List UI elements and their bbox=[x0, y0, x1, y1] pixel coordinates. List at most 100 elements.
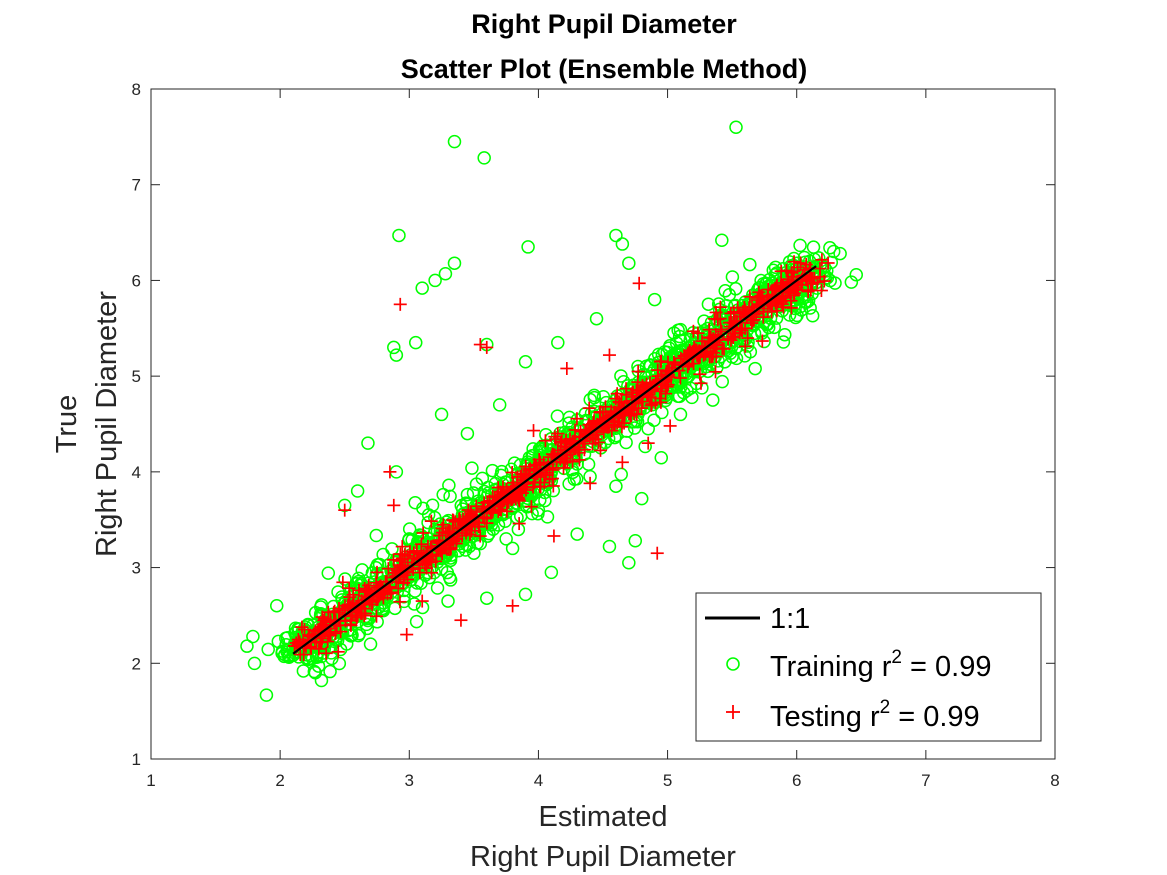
training-point bbox=[421, 515, 435, 530]
testing-point bbox=[369, 609, 383, 623]
testing-point bbox=[609, 392, 623, 406]
x-tick-label: 1 bbox=[146, 771, 155, 790]
testing-point bbox=[297, 648, 311, 662]
training-point bbox=[332, 656, 347, 671]
training-point bbox=[361, 436, 375, 450]
training-point bbox=[333, 642, 348, 657]
training-point bbox=[647, 292, 662, 307]
training-point bbox=[443, 489, 457, 504]
testing-point bbox=[387, 553, 401, 567]
testing-point bbox=[342, 581, 356, 595]
testing-point bbox=[582, 401, 596, 415]
training-point bbox=[718, 284, 732, 298]
testing-point bbox=[289, 636, 303, 650]
testing-point bbox=[594, 443, 608, 457]
testing-point bbox=[691, 326, 705, 340]
training-point bbox=[849, 268, 864, 282]
testing-point bbox=[369, 576, 383, 590]
training-point bbox=[521, 240, 535, 254]
testing-point bbox=[686, 344, 700, 358]
testing-point bbox=[761, 283, 775, 297]
testing-point bbox=[592, 435, 606, 449]
legend-label-line-text: 1:1 bbox=[770, 603, 810, 635]
testing-point bbox=[327, 615, 341, 629]
training-point bbox=[480, 591, 494, 605]
testing-point bbox=[794, 256, 808, 270]
testing-point bbox=[401, 549, 415, 563]
testing-point bbox=[650, 546, 664, 560]
chart-title-line-1: Right Pupil Diameter bbox=[471, 9, 737, 39]
x-tick-label: 8 bbox=[1050, 771, 1059, 790]
training-point bbox=[538, 493, 552, 508]
training-point bbox=[434, 562, 449, 576]
y-axis-label-line-1-text: True bbox=[51, 395, 83, 454]
legend: 1:1 Training r2 = 0.99 Testing r2 = 0.99 bbox=[695, 592, 1042, 742]
plot-frame bbox=[150, 88, 1056, 760]
testing-point bbox=[546, 479, 560, 493]
legend-testing-suffix: = 0.99 bbox=[890, 701, 980, 733]
testing-point bbox=[331, 645, 345, 659]
testing-point bbox=[663, 419, 677, 433]
training-point bbox=[743, 257, 757, 272]
testing-point bbox=[771, 294, 785, 308]
training-point bbox=[369, 528, 384, 543]
testing-point bbox=[433, 529, 447, 543]
training-point bbox=[430, 581, 445, 595]
training-point bbox=[465, 461, 479, 475]
tick-labels: 1 2 3 4 5 6 7 8 1 2 3 4 5 6 7 8 bbox=[132, 80, 1060, 790]
y-tick-label: 7 bbox=[132, 176, 141, 195]
testing-point bbox=[602, 348, 616, 362]
training-point bbox=[350, 484, 365, 498]
training-point bbox=[305, 651, 320, 666]
training-point bbox=[407, 597, 422, 611]
testing-point bbox=[815, 253, 829, 267]
testing-point bbox=[527, 424, 541, 438]
testing-point bbox=[393, 595, 407, 609]
testing-point bbox=[505, 465, 519, 479]
testing-point bbox=[421, 539, 435, 553]
training-point bbox=[441, 594, 455, 608]
testing-point bbox=[526, 480, 540, 494]
training-point bbox=[805, 309, 820, 323]
training-point bbox=[762, 272, 777, 287]
testing-point bbox=[398, 562, 412, 576]
testing-point bbox=[491, 481, 505, 495]
testing-point bbox=[741, 331, 755, 345]
training-point bbox=[438, 266, 453, 281]
training-point bbox=[562, 410, 577, 425]
training-point bbox=[485, 463, 500, 478]
training-point bbox=[314, 673, 329, 688]
testing-point bbox=[610, 416, 624, 430]
training-point bbox=[246, 629, 260, 644]
training-point bbox=[240, 639, 254, 653]
testing-point bbox=[312, 642, 326, 656]
training-point bbox=[715, 374, 730, 389]
testing-point bbox=[774, 279, 788, 293]
testing-point bbox=[519, 483, 533, 497]
testing-point bbox=[570, 412, 584, 426]
training-point bbox=[409, 614, 424, 629]
testing-point bbox=[477, 496, 491, 510]
testing-point bbox=[334, 625, 348, 639]
training-point bbox=[811, 251, 826, 265]
testing-point bbox=[724, 306, 738, 320]
training-point bbox=[844, 275, 859, 289]
testing-point bbox=[645, 397, 659, 411]
training-point bbox=[748, 361, 762, 376]
legend-circle-marker bbox=[726, 657, 740, 671]
training-point bbox=[442, 570, 457, 585]
training-point bbox=[609, 228, 623, 243]
legend-label-training: Training r2 = 0.99 bbox=[770, 647, 992, 683]
training-point bbox=[477, 151, 491, 165]
training-point bbox=[712, 310, 726, 324]
testing-point bbox=[454, 613, 468, 627]
testing-point bbox=[324, 628, 338, 642]
testing-point bbox=[694, 376, 708, 390]
training-point bbox=[651, 347, 666, 362]
y-tick-label: 8 bbox=[132, 80, 141, 99]
testing-point bbox=[473, 338, 487, 352]
training-point bbox=[363, 637, 378, 651]
testing-point bbox=[551, 427, 565, 441]
testing-point bbox=[624, 409, 638, 423]
training-point bbox=[460, 487, 475, 502]
